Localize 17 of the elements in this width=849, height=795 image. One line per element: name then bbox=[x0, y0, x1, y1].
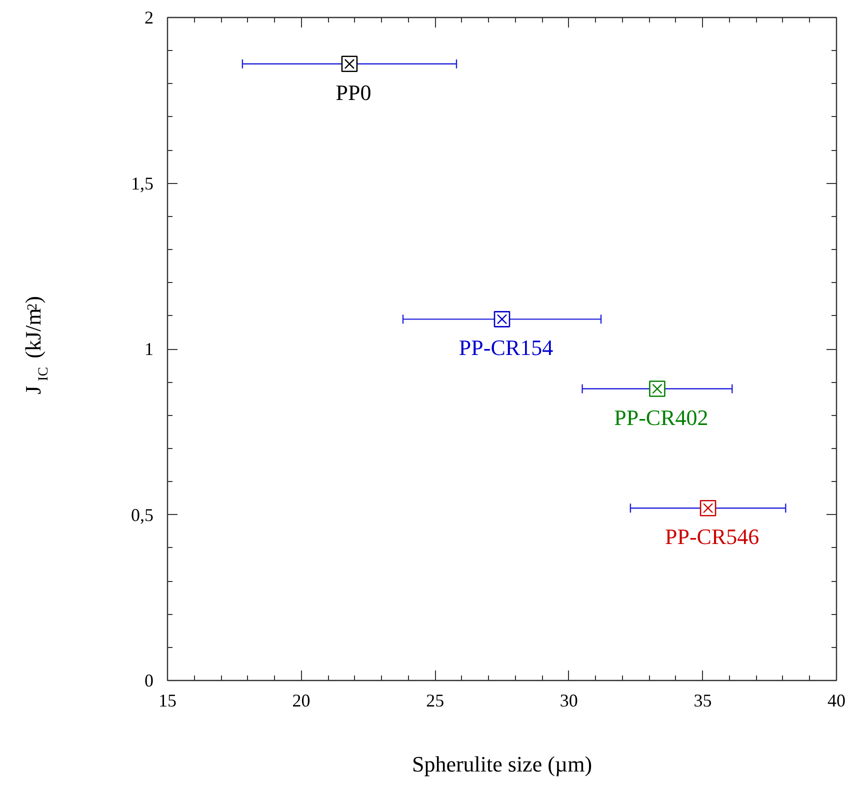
series-label: PP-CR402 bbox=[614, 404, 708, 430]
x-tick-label: 25 bbox=[426, 690, 444, 710]
x-tick-label: 15 bbox=[158, 690, 176, 710]
x-tick-label: 40 bbox=[828, 690, 846, 710]
x-tick-label: 35 bbox=[694, 690, 712, 710]
y-tick-label: 1 bbox=[144, 339, 154, 359]
y-tick-label: 1,5 bbox=[131, 173, 154, 194]
y-tick-label: 0 bbox=[144, 670, 154, 690]
x-axis-title: Spherulite size (µm) bbox=[412, 752, 592, 776]
series-label: PP-CR546 bbox=[664, 524, 760, 550]
series-label: PP0 bbox=[336, 80, 372, 105]
x-tick-label: 20 bbox=[292, 690, 310, 710]
x-tick-label: 30 bbox=[560, 690, 578, 710]
y-tick-label: 2 bbox=[144, 8, 154, 28]
y-tick-label: 0,5 bbox=[131, 504, 154, 525]
series-label: PP-CR154 bbox=[458, 335, 554, 360]
y-axis-title: JIC (kJ/m2) bbox=[20, 296, 52, 394]
